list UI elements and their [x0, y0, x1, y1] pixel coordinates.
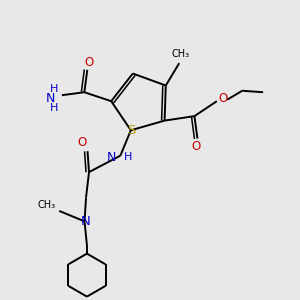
Text: H: H — [50, 84, 58, 94]
Text: N: N — [107, 151, 116, 164]
Text: O: O — [77, 136, 86, 149]
Text: H: H — [50, 103, 58, 113]
Text: O: O — [84, 56, 93, 69]
Text: CH₃: CH₃ — [38, 200, 56, 210]
Text: H: H — [124, 152, 132, 162]
Text: S: S — [127, 124, 135, 137]
Text: N: N — [81, 215, 91, 228]
Text: N: N — [45, 92, 55, 105]
Text: CH₃: CH₃ — [172, 49, 190, 59]
Text: O: O — [191, 140, 201, 153]
Text: O: O — [219, 92, 228, 105]
